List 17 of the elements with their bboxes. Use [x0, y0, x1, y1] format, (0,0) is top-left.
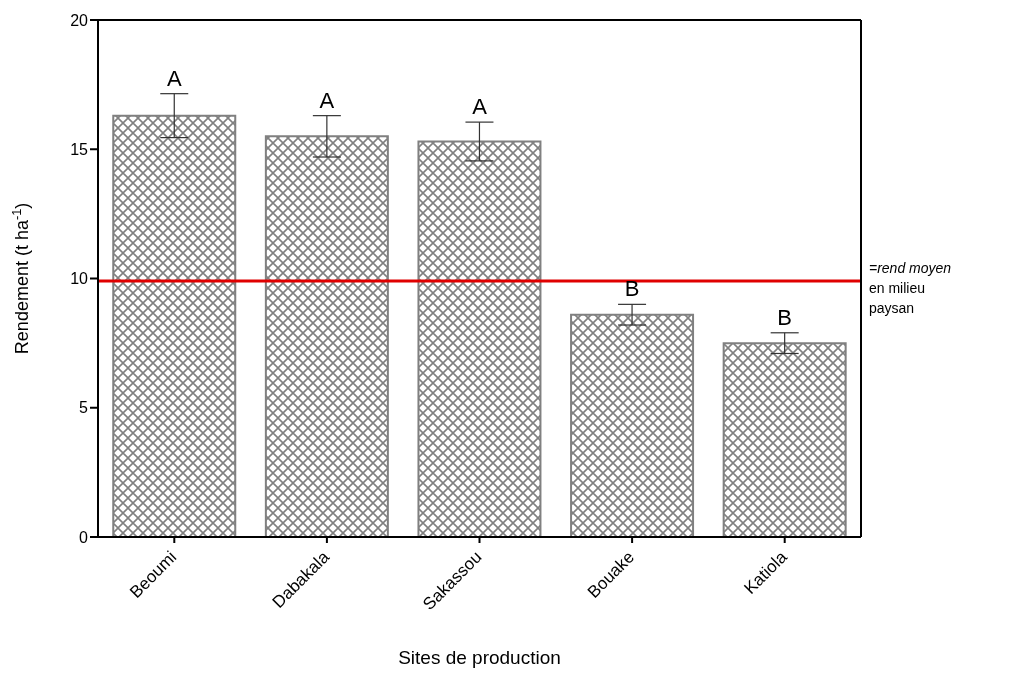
bar — [417, 140, 542, 537]
annotation: A — [166, 65, 182, 91]
bar — [722, 342, 847, 537]
annotation: B — [624, 276, 640, 302]
ref-line-label: =rend moyen en milieu paysan — [869, 260, 952, 317]
annotation: B — [777, 304, 793, 330]
bar — [264, 135, 389, 537]
x-axis-title: Sites de production — [398, 647, 561, 668]
annotation: A — [319, 87, 335, 113]
y-tick-label: 15 — [70, 140, 89, 158]
bar — [112, 114, 237, 537]
y-tick-label: 10 — [70, 270, 89, 288]
y-tick-label: 20 — [70, 11, 89, 29]
bar — [570, 313, 695, 537]
annotation: A — [472, 94, 488, 120]
y-tick-label: 5 — [79, 399, 89, 417]
y-tick-label: 0 — [79, 528, 89, 546]
